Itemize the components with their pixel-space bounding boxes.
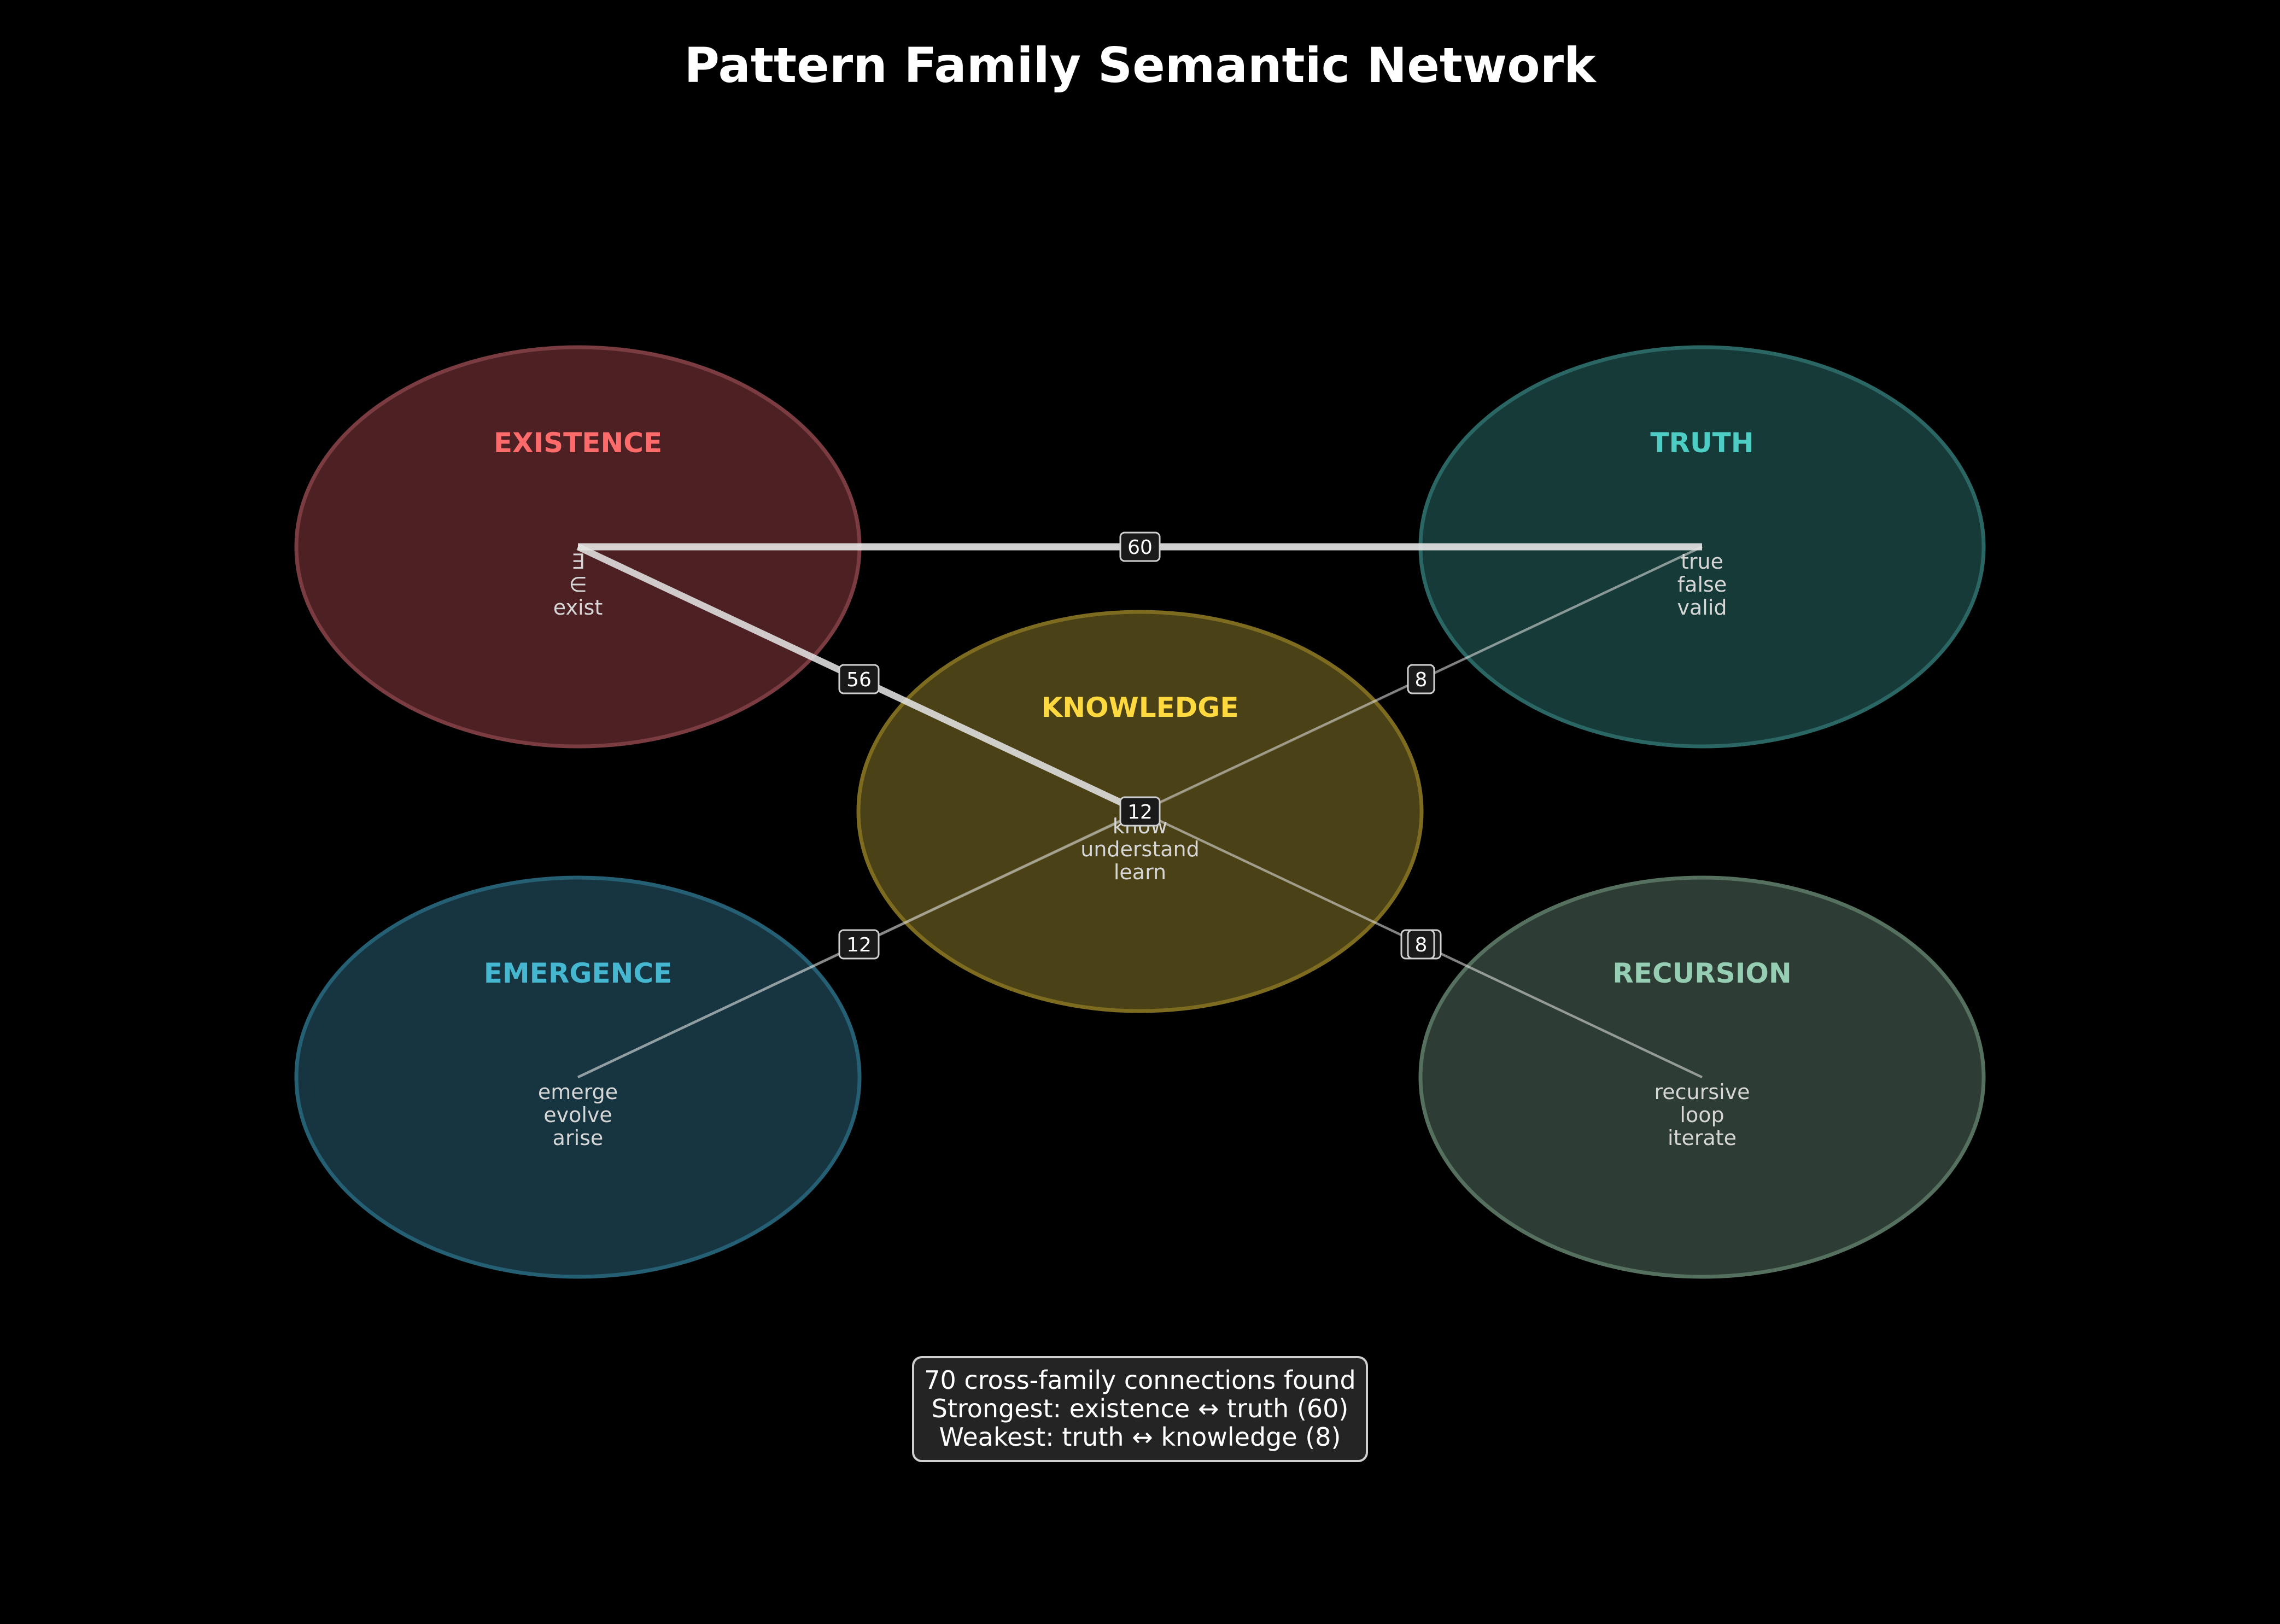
family-term-recursion-1: recursive	[1655, 1080, 1750, 1104]
connection-count-emergence-knowledge: 12	[1119, 796, 1161, 827]
connection-count-knowledge-recursion: 8	[1407, 929, 1435, 960]
connection-count-badge	[1407, 664, 1435, 694]
summary-strongest: Strongest: existence ↔ truth (60)	[931, 1394, 1349, 1423]
family-term-existence-3: exist	[553, 595, 603, 620]
connection-count-labels: 605612128812	[838, 531, 1442, 960]
connection-count-text: 8	[1415, 934, 1428, 956]
connection-count-badge	[838, 664, 880, 694]
connection-count-existence-truth: 60	[1119, 531, 1161, 562]
family-term-recursion-2: loop	[1680, 1103, 1724, 1127]
connection-count-text: 12	[1127, 801, 1153, 823]
connection-count-text: 56	[846, 669, 872, 691]
summary-total-connections: 70 cross-family connections found	[924, 1365, 1356, 1395]
family-name-truth: TRUTH	[1650, 427, 1753, 459]
family-node-emergence	[294, 875, 862, 1279]
connection-count-badge	[1119, 796, 1161, 827]
family-term-emergence-2: evolve	[543, 1103, 612, 1127]
family-term-truth-1: true	[1681, 550, 1723, 574]
family-name-knowledge: KNOWLEDGE	[1042, 692, 1239, 723]
page-title: Pattern Family Semantic Network	[684, 37, 1596, 94]
connection-count-truth-knowledge: 8	[1407, 664, 1435, 694]
connection-count-text: 8	[1415, 669, 1428, 691]
summary-weakest: Weakest: truth ↔ knowledge (8)	[939, 1422, 1341, 1452]
family-term-truth-2: false	[1677, 573, 1727, 597]
connection-count-badge	[1407, 929, 1435, 960]
connection-count-text: 12	[846, 934, 872, 956]
family-term-emergence-1: emerge	[538, 1080, 618, 1104]
family-term-knowledge-2: understand	[1080, 837, 1199, 861]
family-term-truth-3: valid	[1677, 595, 1727, 620]
connection-count-badge	[1119, 531, 1161, 562]
family-term-existence-2: ∈	[569, 573, 587, 597]
family-name-recursion: RECURSION	[1612, 957, 1791, 989]
family-term-recursion-3: iterate	[1668, 1126, 1737, 1150]
family-name-existence: EXISTENCE	[494, 427, 662, 459]
summary-box: 70 cross-family connections found Strong…	[912, 1356, 1368, 1462]
connection-count-existence-knowledge: 56	[838, 664, 880, 694]
connection-count-truth-emergence: 12	[838, 929, 880, 960]
family-term-emergence-3: arise	[553, 1126, 604, 1150]
family-term-existence-1: ∃	[571, 550, 584, 574]
family-name-emergence: EMERGENCE	[484, 957, 672, 989]
family-node-recursion	[1418, 875, 1986, 1279]
connection-count-text: 60	[1127, 536, 1153, 559]
family-term-knowledge-3: learn	[1114, 860, 1166, 884]
connection-count-badge	[838, 929, 880, 960]
